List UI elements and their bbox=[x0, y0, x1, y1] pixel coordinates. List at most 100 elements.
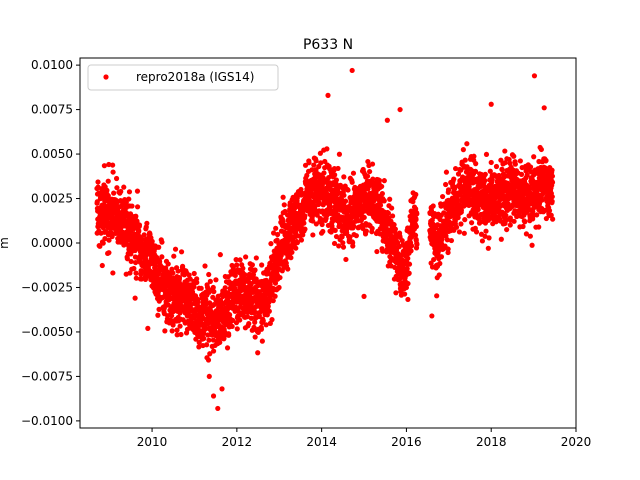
data-point bbox=[205, 332, 211, 338]
data-point bbox=[141, 232, 147, 238]
data-point bbox=[306, 160, 312, 166]
data-point bbox=[191, 284, 197, 290]
data-point bbox=[230, 317, 236, 323]
data-point bbox=[99, 262, 105, 269]
data-point bbox=[361, 214, 367, 221]
data-point bbox=[109, 233, 115, 240]
data-point bbox=[136, 228, 142, 234]
data-point bbox=[129, 203, 135, 209]
data-point bbox=[546, 208, 553, 214]
data-point bbox=[387, 196, 393, 202]
data-point bbox=[138, 276, 145, 282]
data-point bbox=[186, 272, 192, 278]
data-point bbox=[134, 188, 141, 194]
data-point bbox=[178, 249, 185, 255]
data-point bbox=[472, 168, 479, 175]
data-point bbox=[350, 170, 357, 176]
data-point bbox=[379, 183, 385, 190]
legend-marker bbox=[103, 74, 109, 80]
data-point bbox=[169, 266, 175, 272]
data-point bbox=[133, 270, 139, 276]
data-point bbox=[381, 198, 387, 204]
y-tick-label: −0.0025 bbox=[21, 280, 73, 294]
data-point bbox=[259, 262, 265, 268]
data-point bbox=[210, 284, 216, 291]
data-point bbox=[195, 299, 201, 305]
data-point bbox=[504, 226, 510, 233]
data-point bbox=[302, 213, 308, 219]
data-point bbox=[294, 195, 300, 201]
data-point bbox=[402, 291, 408, 297]
data-point bbox=[483, 151, 490, 158]
data-point bbox=[333, 233, 340, 240]
data-point bbox=[252, 319, 258, 325]
data-point bbox=[469, 220, 475, 226]
data-point bbox=[511, 218, 517, 224]
data-point bbox=[269, 317, 275, 323]
data-point bbox=[202, 263, 208, 269]
data-point bbox=[431, 256, 437, 263]
data-point bbox=[273, 225, 279, 231]
data-point bbox=[227, 312, 233, 318]
data-point bbox=[215, 405, 221, 412]
data-point bbox=[385, 210, 391, 216]
data-point bbox=[527, 233, 533, 239]
data-point bbox=[460, 147, 466, 153]
data-point bbox=[267, 281, 273, 287]
data-point bbox=[549, 179, 556, 185]
data-point bbox=[542, 165, 548, 171]
data-point bbox=[213, 277, 219, 283]
data-point bbox=[174, 327, 180, 333]
data-point bbox=[549, 173, 556, 179]
data-point bbox=[184, 326, 191, 332]
data-point bbox=[396, 244, 402, 250]
data-point bbox=[206, 373, 212, 380]
data-point bbox=[333, 177, 339, 183]
data-point bbox=[381, 178, 387, 184]
data-point bbox=[455, 215, 461, 221]
data-point bbox=[300, 232, 306, 238]
data-point bbox=[325, 92, 331, 98]
data-point bbox=[226, 332, 232, 338]
data-point bbox=[271, 230, 277, 236]
data-point bbox=[473, 161, 479, 167]
data-point bbox=[522, 219, 528, 225]
data-point bbox=[549, 198, 555, 204]
data-point bbox=[399, 237, 405, 244]
data-point bbox=[482, 233, 488, 239]
data-point bbox=[340, 240, 346, 246]
data-point bbox=[298, 186, 304, 193]
data-point bbox=[502, 160, 508, 166]
data-point bbox=[258, 326, 265, 332]
data-point bbox=[136, 222, 143, 228]
data-point bbox=[263, 322, 269, 328]
data-point bbox=[475, 206, 481, 213]
data-point bbox=[172, 246, 179, 252]
data-point bbox=[319, 221, 325, 228]
data-point bbox=[462, 157, 468, 163]
data-point bbox=[100, 240, 106, 246]
data-point bbox=[405, 255, 411, 261]
data-point bbox=[483, 228, 489, 234]
data-point bbox=[126, 196, 132, 202]
y-tick-label: 0.0100 bbox=[31, 58, 73, 72]
data-point bbox=[340, 244, 347, 250]
data-point bbox=[289, 249, 295, 255]
data-point bbox=[242, 272, 248, 278]
data-point bbox=[413, 206, 419, 212]
data-point bbox=[365, 158, 371, 165]
data-point bbox=[434, 293, 440, 299]
data-point bbox=[174, 332, 180, 338]
data-point bbox=[507, 222, 513, 228]
data-point bbox=[205, 357, 212, 363]
data-point bbox=[332, 172, 338, 178]
data-point bbox=[237, 317, 243, 323]
data-point bbox=[363, 228, 369, 234]
y-tick-label: 0.0050 bbox=[31, 147, 73, 161]
data-point bbox=[294, 240, 300, 246]
data-point bbox=[316, 200, 322, 206]
data-point bbox=[132, 295, 138, 301]
data-point bbox=[105, 178, 111, 184]
data-point bbox=[498, 236, 504, 242]
